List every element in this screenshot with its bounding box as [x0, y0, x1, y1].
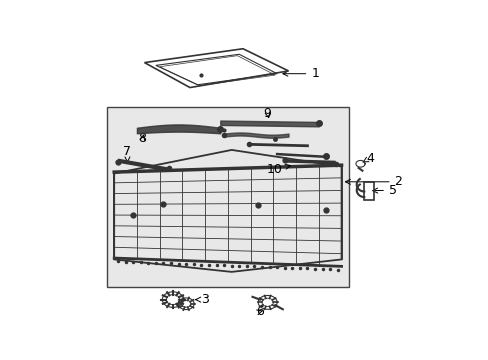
Text: 4: 4: [362, 152, 373, 165]
Bar: [364, 182, 373, 200]
Text: 9: 9: [263, 107, 271, 120]
Text: 1: 1: [283, 67, 319, 80]
Bar: [106, 107, 348, 287]
Text: 2: 2: [345, 175, 402, 188]
Text: 6: 6: [256, 305, 264, 318]
Text: 10: 10: [266, 163, 290, 176]
Text: 5: 5: [372, 184, 396, 197]
Text: 7: 7: [123, 145, 131, 162]
Text: 8: 8: [138, 132, 146, 145]
Text: 3: 3: [195, 293, 209, 306]
